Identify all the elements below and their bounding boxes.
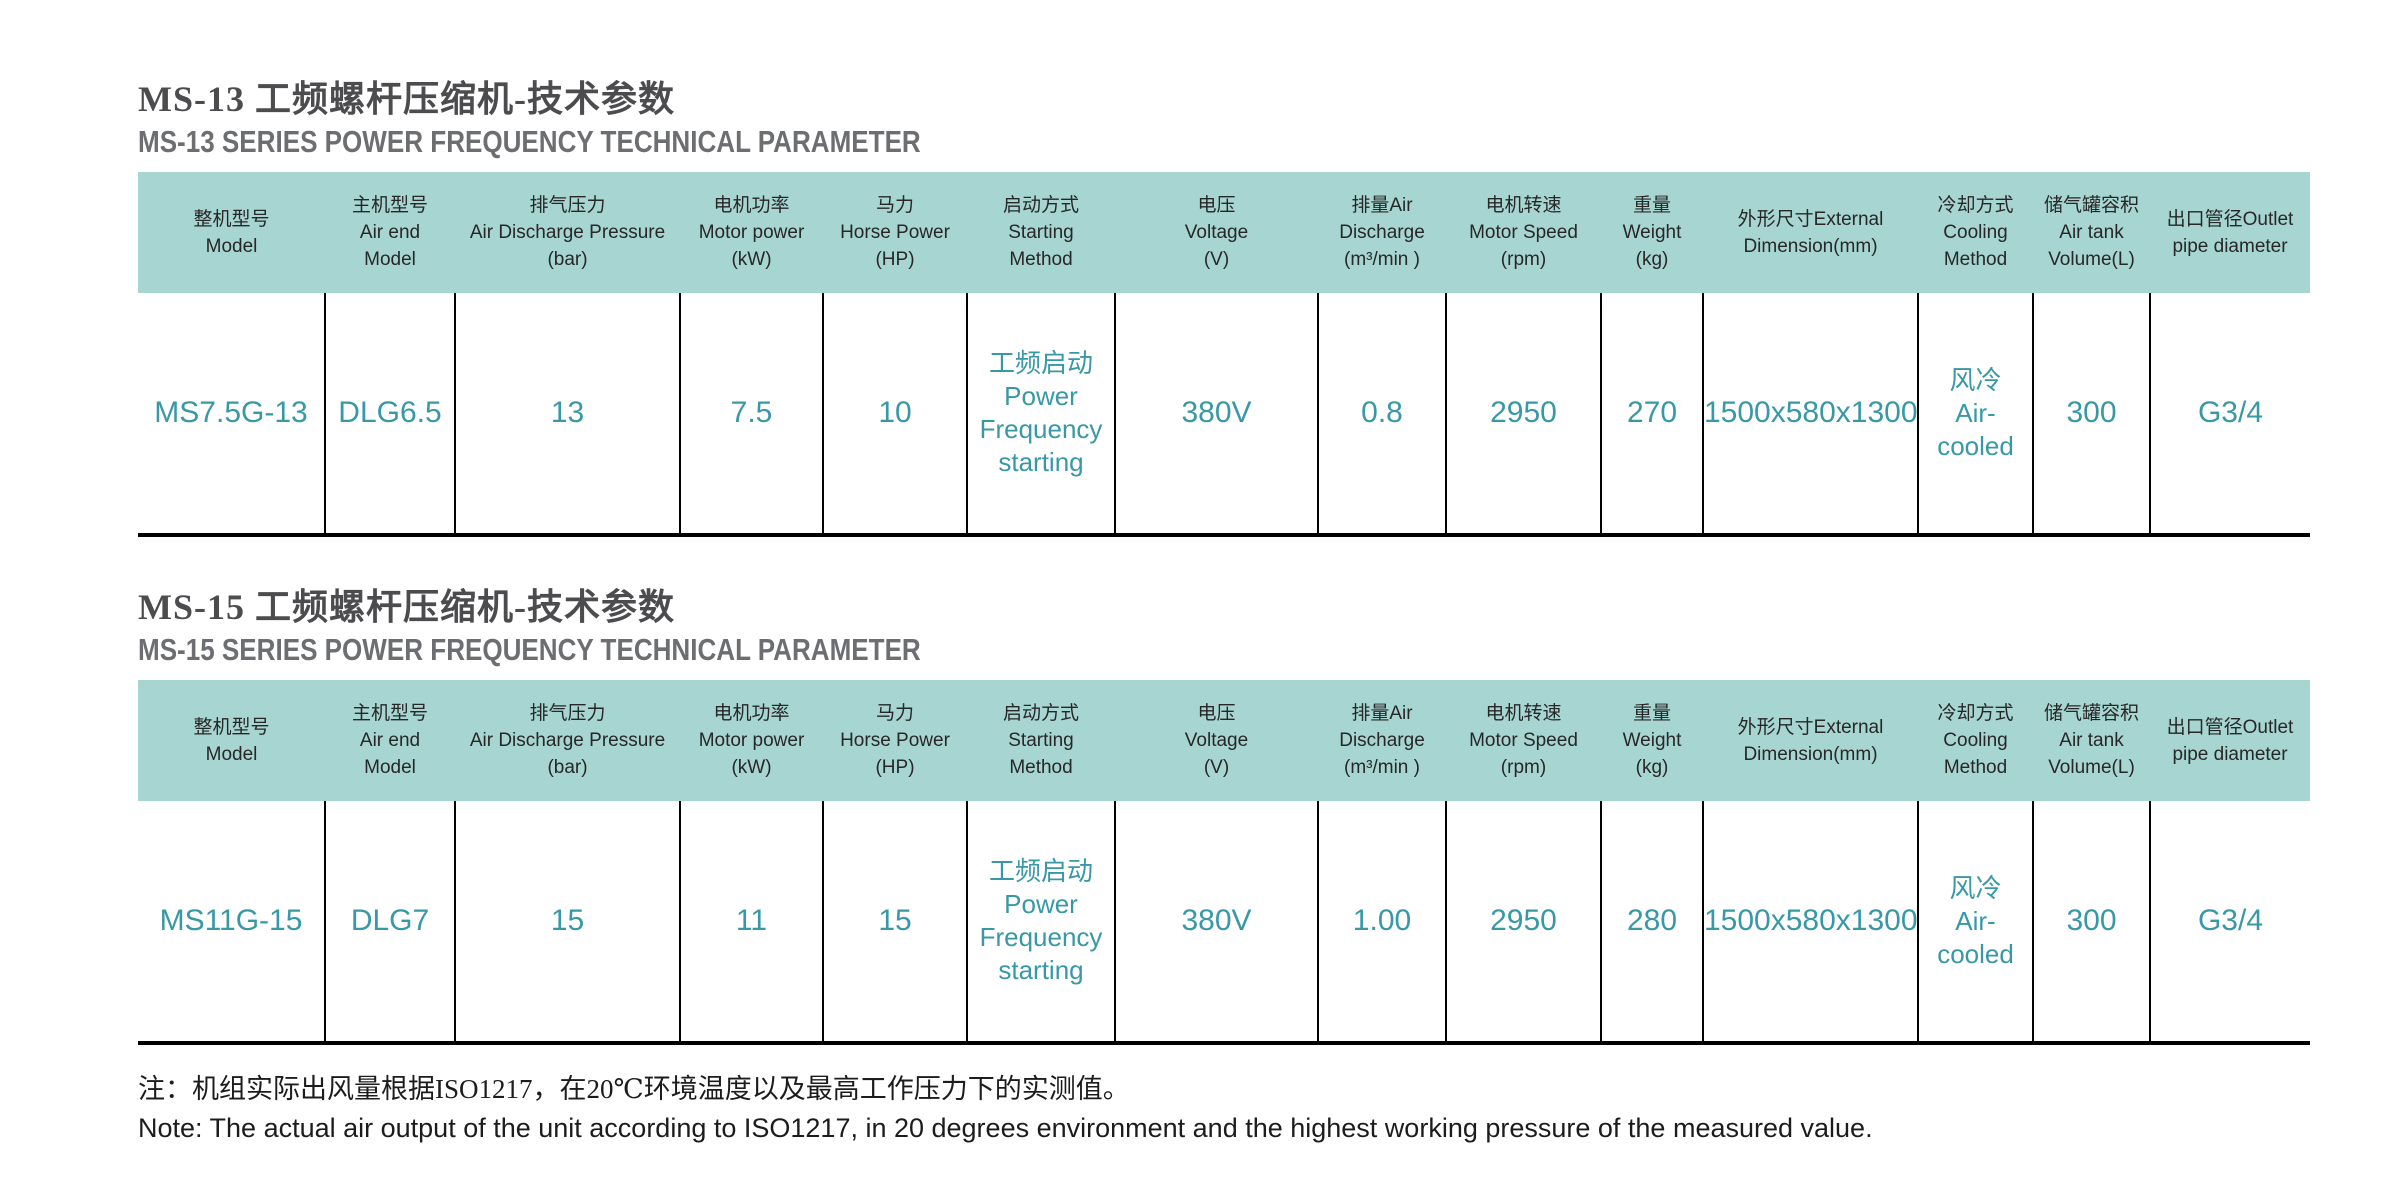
value-cell-motor-speed: 2950: [1445, 293, 1601, 535]
value-cell-air-tank-volume: 300: [2032, 293, 2150, 535]
value-cell-air-discharge: 0.8: [1317, 293, 1446, 535]
header-cell-weight: 重量 Weight (kg): [1601, 680, 1703, 801]
data-row: MS11G-15 DLG7 15 11 15 工频启动 Power Frequency star…: [138, 801, 2310, 1043]
header-cell-motor-power: 电机功率 Motor power (kW): [680, 172, 823, 293]
header-cell-outlet-pipe: 出口管径Outlet pipe diameter: [2150, 172, 2310, 293]
ms13-section: MS-13 工频螺杆压缩机-技术参数 MS-13 SERIES POWER FR…: [138, 0, 2328, 537]
value-cell-motor-speed: 2950: [1445, 801, 1601, 1043]
value-cell-cooling-method: 风冷 Air-cooled: [1917, 293, 2033, 535]
value-cell-voltage: 380V: [1114, 801, 1318, 1043]
header-cell-air-tank-volume: 储气罐容积 Air tank Volume(L): [2033, 680, 2150, 801]
value-cell-external-dimension: 1500x580x1300: [1702, 801, 1918, 1043]
value-cell-weight: 280: [1600, 801, 1703, 1043]
header-cell-external-dimension: 外形尺寸External Dimension(mm): [1703, 172, 1918, 293]
ms13-title-zh: MS-13 工频螺杆压缩机-技术参数: [138, 79, 675, 119]
ms15-parameter-table: 整机型号 Model 主机型号 Air end Model 排气压力 Air Dischar…: [138, 680, 2310, 1045]
footnote-en: Note: The actual air output of the unit …: [138, 1113, 1873, 1143]
header-cell-cooling-method: 冷却方式 Cooling Method: [1918, 172, 2033, 293]
header-cell-starting-method: 启动方式 Starting Method: [967, 680, 1115, 801]
value-cell-weight: 270: [1600, 293, 1703, 535]
value-cell-model: MS11G-15: [159, 904, 303, 937]
footnote-zh: 注：机组实际出风量根据ISO1217，在20℃环境温度以及最高工作压力下的实测值…: [138, 1074, 1130, 1104]
header-cell-voltage: 电压 Voltage (V): [1115, 172, 1318, 293]
header-cell-horse-power: 马力 Horse Power (HP): [823, 680, 967, 801]
footnotes: 注：机组实际出风量根据ISO1217，在20℃环境温度以及最高工作压力下的实测值…: [138, 1074, 2328, 1144]
value-cell-air-end-model: DLG6.5: [324, 293, 455, 535]
header-row: 整机型号 Model 主机型号 Air end Model 排气压力 Air Dischar…: [138, 680, 2310, 801]
header-cell-voltage: 电压 Voltage (V): [1115, 680, 1318, 801]
header-cell-model: 整机型号 Model: [138, 680, 325, 801]
value-cell-external-dimension: 1500x580x1300: [1702, 293, 1918, 535]
ms15-title-zh: MS-15 工频螺杆压缩机-技术参数: [138, 587, 675, 627]
header-cell-outlet-pipe: 出口管径Outlet pipe diameter: [2150, 680, 2310, 801]
header-cell-cooling-method: 冷却方式 Cooling Method: [1918, 680, 2033, 801]
header-cell-air-discharge: 排量Air Discharge (m³/min ): [1318, 172, 1446, 293]
value-cell-cooling-method: 风冷 Air-cooled: [1917, 801, 2033, 1043]
value-cell-starting-method: 工频启动 Power Frequency starting: [966, 801, 1115, 1043]
ms13-parameter-table: 整机型号 Model 主机型号 Air end Model 排气压力 Air Dischar…: [138, 172, 2310, 537]
value-cell-air-tank-volume: 300: [2032, 801, 2150, 1043]
header-cell-air-end-model: 主机型号 Air end Model: [325, 172, 455, 293]
header-cell-horse-power: 马力 Horse Power (HP): [823, 172, 967, 293]
value-cell-motor-power: 11: [679, 801, 823, 1043]
header-cell-model: 整机型号 Model: [138, 172, 325, 293]
value-cell-discharge-pressure: 15: [454, 801, 680, 1043]
value-cell-starting-method: 工频启动 Power Frequency starting: [966, 293, 1115, 535]
value-cell-horse-power: 15: [822, 801, 967, 1043]
value-cell-model: MS7.5G-13: [154, 396, 308, 429]
header-cell-air-end-model: 主机型号 Air end Model: [325, 680, 455, 801]
header-cell-air-discharge: 排量Air Discharge (m³/min ): [1318, 680, 1446, 801]
ms15-section: MS-15 工频螺杆压缩机-技术参数 MS-15 SERIES POWER FR…: [138, 537, 2328, 1045]
header-cell-starting-method: 启动方式 Starting Method: [967, 172, 1115, 293]
header-cell-motor-power: 电机功率 Motor power (kW): [680, 680, 823, 801]
value-cell-discharge-pressure: 13: [454, 293, 680, 535]
header-cell-motor-speed: 电机转速 Motor Speed (rpm): [1446, 680, 1601, 801]
value-cell-outlet-pipe: G3/4: [2149, 801, 2310, 1043]
data-row: MS7.5G-13 DLG6.5 13 7.5 10 工频启动 Power Frequency…: [138, 293, 2310, 535]
header-cell-discharge-pressure: 排气压力 Air Discharge Pressure (bar): [455, 172, 680, 293]
value-cell-horse-power: 10: [822, 293, 967, 535]
catalog-page: MS-13 工频螺杆压缩机-技术参数 MS-13 SERIES POWER FR…: [138, 0, 2328, 1144]
header-cell-external-dimension: 外形尺寸External Dimension(mm): [1703, 680, 1918, 801]
header-row: 整机型号 Model 主机型号 Air end Model 排气压力 Air Dischar…: [138, 172, 2310, 293]
value-cell-air-end-model: DLG7: [324, 801, 455, 1043]
header-cell-air-tank-volume: 储气罐容积 Air tank Volume(L): [2033, 172, 2150, 293]
value-cell-outlet-pipe: G3/4: [2149, 293, 2310, 535]
value-cell-voltage: 380V: [1114, 293, 1318, 535]
value-cell-air-discharge: 1.00: [1317, 801, 1446, 1043]
header-cell-motor-speed: 电机转速 Motor Speed (rpm): [1446, 172, 1601, 293]
header-cell-weight: 重量 Weight (kg): [1601, 172, 1703, 293]
ms15-title-en: MS-15 SERIES POWER FREQUENCY TECHNICAL P…: [138, 632, 921, 667]
header-cell-discharge-pressure: 排气压力 Air Discharge Pressure (bar): [455, 680, 680, 801]
value-cell-motor-power: 7.5: [679, 293, 823, 535]
ms13-title-en: MS-13 SERIES POWER FREQUENCY TECHNICAL P…: [138, 124, 921, 159]
